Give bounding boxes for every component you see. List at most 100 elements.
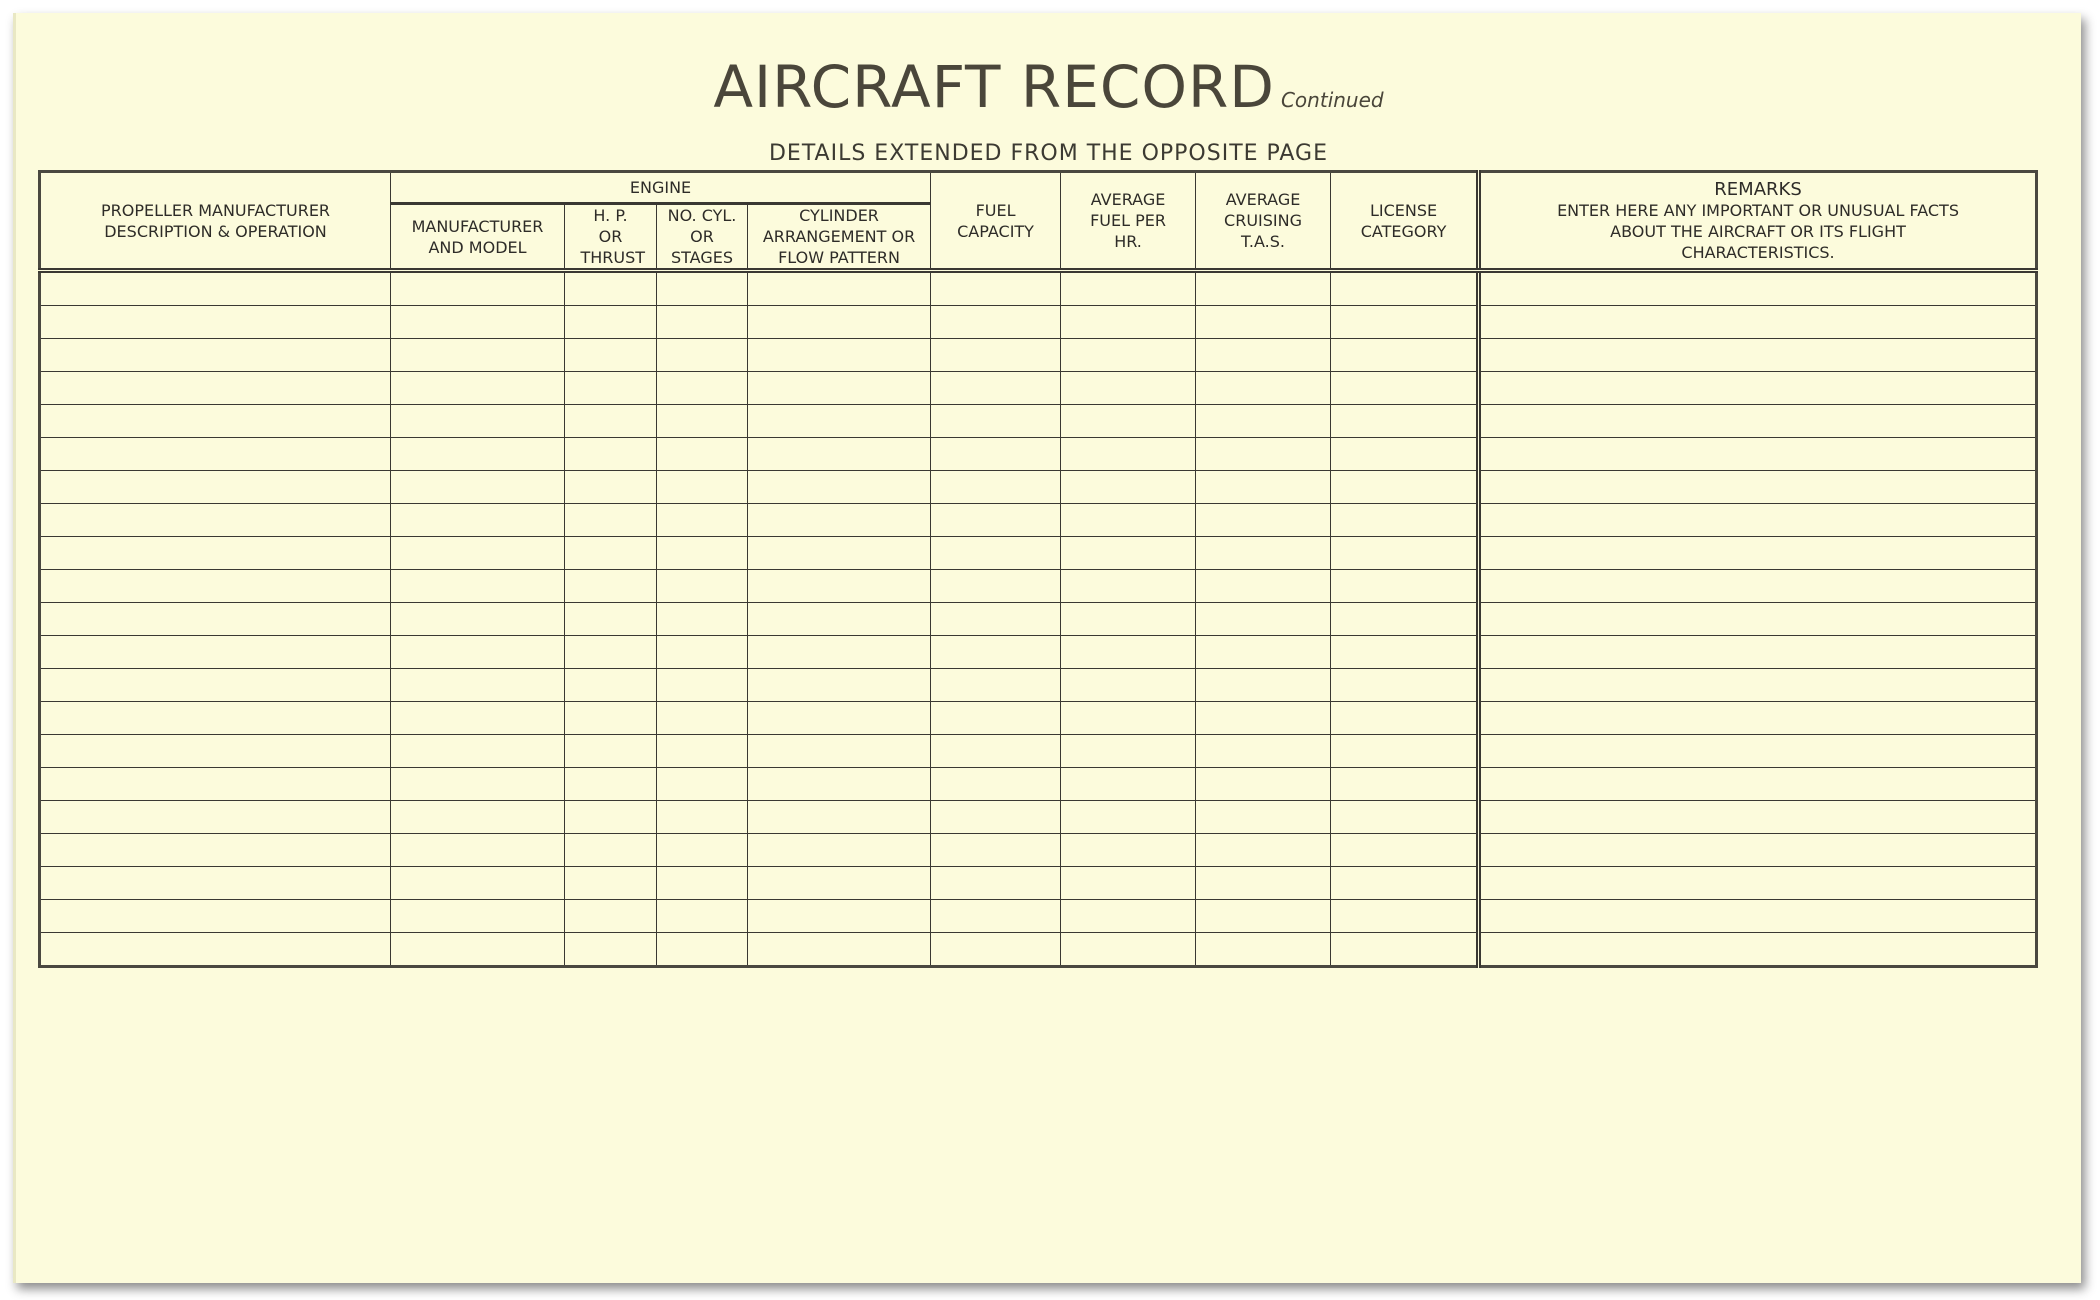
cell-propeller[interactable] — [39, 371, 391, 405]
cell-engine-manufacturer[interactable] — [390, 503, 565, 537]
cell-average-fuel[interactable] — [1060, 602, 1197, 636]
cell-average-fuel[interactable] — [1060, 503, 1197, 537]
cell-average-fuel[interactable] — [1060, 899, 1197, 933]
cell-hp[interactable] — [564, 569, 657, 603]
cell-hp[interactable] — [564, 305, 657, 339]
cell-cylinders[interactable] — [656, 767, 748, 801]
cell-cylinders[interactable] — [656, 932, 748, 967]
cell-average-cruising[interactable] — [1195, 899, 1332, 933]
cell-average-cruising[interactable] — [1195, 932, 1332, 967]
cell-cylinders[interactable] — [656, 536, 748, 570]
cell-propeller[interactable] — [39, 437, 391, 471]
cell-average-fuel[interactable] — [1060, 371, 1197, 405]
cell-cylinders[interactable] — [656, 338, 748, 372]
cell-fuel-capacity[interactable] — [930, 536, 1062, 570]
cell-cylinder-arrangement[interactable] — [746, 536, 932, 570]
cell-license-category[interactable] — [1330, 503, 1480, 537]
cell-average-cruising[interactable] — [1195, 437, 1332, 471]
cell-average-cruising[interactable] — [1195, 833, 1332, 867]
cell-license-category[interactable] — [1330, 404, 1480, 438]
cell-cylinder-arrangement[interactable] — [746, 404, 932, 438]
cell-remarks[interactable] — [1476, 866, 2038, 900]
cell-propeller[interactable] — [39, 470, 391, 504]
cell-remarks[interactable] — [1476, 536, 2038, 570]
cell-license-category[interactable] — [1330, 701, 1480, 735]
cell-engine-manufacturer[interactable] — [390, 305, 565, 339]
cell-remarks[interactable] — [1476, 338, 2038, 372]
cell-license-category[interactable] — [1330, 635, 1480, 669]
cell-remarks[interactable] — [1476, 899, 2038, 933]
cell-hp[interactable] — [564, 270, 657, 306]
cell-average-cruising[interactable] — [1195, 569, 1332, 603]
cell-cylinder-arrangement[interactable] — [746, 503, 932, 537]
cell-engine-manufacturer[interactable] — [390, 404, 565, 438]
cell-remarks[interactable] — [1476, 767, 2038, 801]
cell-hp[interactable] — [564, 899, 657, 933]
cell-license-category[interactable] — [1330, 866, 1480, 900]
cell-propeller[interactable] — [39, 635, 391, 669]
cell-hp[interactable] — [564, 503, 657, 537]
cell-cylinder-arrangement[interactable] — [746, 635, 932, 669]
cell-hp[interactable] — [564, 338, 657, 372]
cell-cylinder-arrangement[interactable] — [746, 833, 932, 867]
cell-average-fuel[interactable] — [1060, 338, 1197, 372]
cell-cylinder-arrangement[interactable] — [746, 701, 932, 735]
cell-engine-manufacturer[interactable] — [390, 437, 565, 471]
cell-average-cruising[interactable] — [1195, 371, 1332, 405]
cell-fuel-capacity[interactable] — [930, 404, 1062, 438]
cell-cylinders[interactable] — [656, 833, 748, 867]
cell-license-category[interactable] — [1330, 800, 1480, 834]
cell-cylinders[interactable] — [656, 470, 748, 504]
cell-fuel-capacity[interactable] — [930, 569, 1062, 603]
cell-average-fuel[interactable] — [1060, 536, 1197, 570]
cell-license-category[interactable] — [1330, 734, 1480, 768]
cell-propeller[interactable] — [39, 767, 391, 801]
cell-cylinders[interactable] — [656, 437, 748, 471]
cell-engine-manufacturer[interactable] — [390, 602, 565, 636]
cell-engine-manufacturer[interactable] — [390, 734, 565, 768]
cell-propeller[interactable] — [39, 338, 391, 372]
cell-average-cruising[interactable] — [1195, 305, 1332, 339]
cell-average-fuel[interactable] — [1060, 800, 1197, 834]
cell-remarks[interactable] — [1476, 470, 2038, 504]
cell-propeller[interactable] — [39, 503, 391, 537]
cell-propeller[interactable] — [39, 932, 391, 967]
cell-cylinder-arrangement[interactable] — [746, 734, 932, 768]
cell-cylinder-arrangement[interactable] — [746, 866, 932, 900]
cell-hp[interactable] — [564, 668, 657, 702]
cell-engine-manufacturer[interactable] — [390, 899, 565, 933]
cell-average-cruising[interactable] — [1195, 701, 1332, 735]
cell-hp[interactable] — [564, 734, 657, 768]
cell-remarks[interactable] — [1476, 602, 2038, 636]
cell-remarks[interactable] — [1476, 734, 2038, 768]
cell-average-cruising[interactable] — [1195, 866, 1332, 900]
cell-average-fuel[interactable] — [1060, 470, 1197, 504]
cell-cylinders[interactable] — [656, 701, 748, 735]
cell-cylinder-arrangement[interactable] — [746, 602, 932, 636]
cell-hp[interactable] — [564, 470, 657, 504]
cell-propeller[interactable] — [39, 668, 391, 702]
cell-cylinder-arrangement[interactable] — [746, 800, 932, 834]
cell-remarks[interactable] — [1476, 437, 2038, 471]
cell-cylinders[interactable] — [656, 866, 748, 900]
cell-hp[interactable] — [564, 602, 657, 636]
cell-remarks[interactable] — [1476, 635, 2038, 669]
cell-remarks[interactable] — [1476, 270, 2038, 306]
cell-fuel-capacity[interactable] — [930, 767, 1062, 801]
cell-engine-manufacturer[interactable] — [390, 338, 565, 372]
cell-propeller[interactable] — [39, 404, 391, 438]
cell-hp[interactable] — [564, 437, 657, 471]
cell-average-fuel[interactable] — [1060, 305, 1197, 339]
cell-fuel-capacity[interactable] — [930, 833, 1062, 867]
cell-engine-manufacturer[interactable] — [390, 800, 565, 834]
cell-fuel-capacity[interactable] — [930, 734, 1062, 768]
cell-propeller[interactable] — [39, 833, 391, 867]
cell-cylinders[interactable] — [656, 899, 748, 933]
cell-fuel-capacity[interactable] — [930, 701, 1062, 735]
cell-cylinder-arrangement[interactable] — [746, 305, 932, 339]
cell-engine-manufacturer[interactable] — [390, 668, 565, 702]
cell-hp[interactable] — [564, 701, 657, 735]
cell-average-fuel[interactable] — [1060, 270, 1197, 306]
cell-engine-manufacturer[interactable] — [390, 767, 565, 801]
cell-engine-manufacturer[interactable] — [390, 932, 565, 967]
